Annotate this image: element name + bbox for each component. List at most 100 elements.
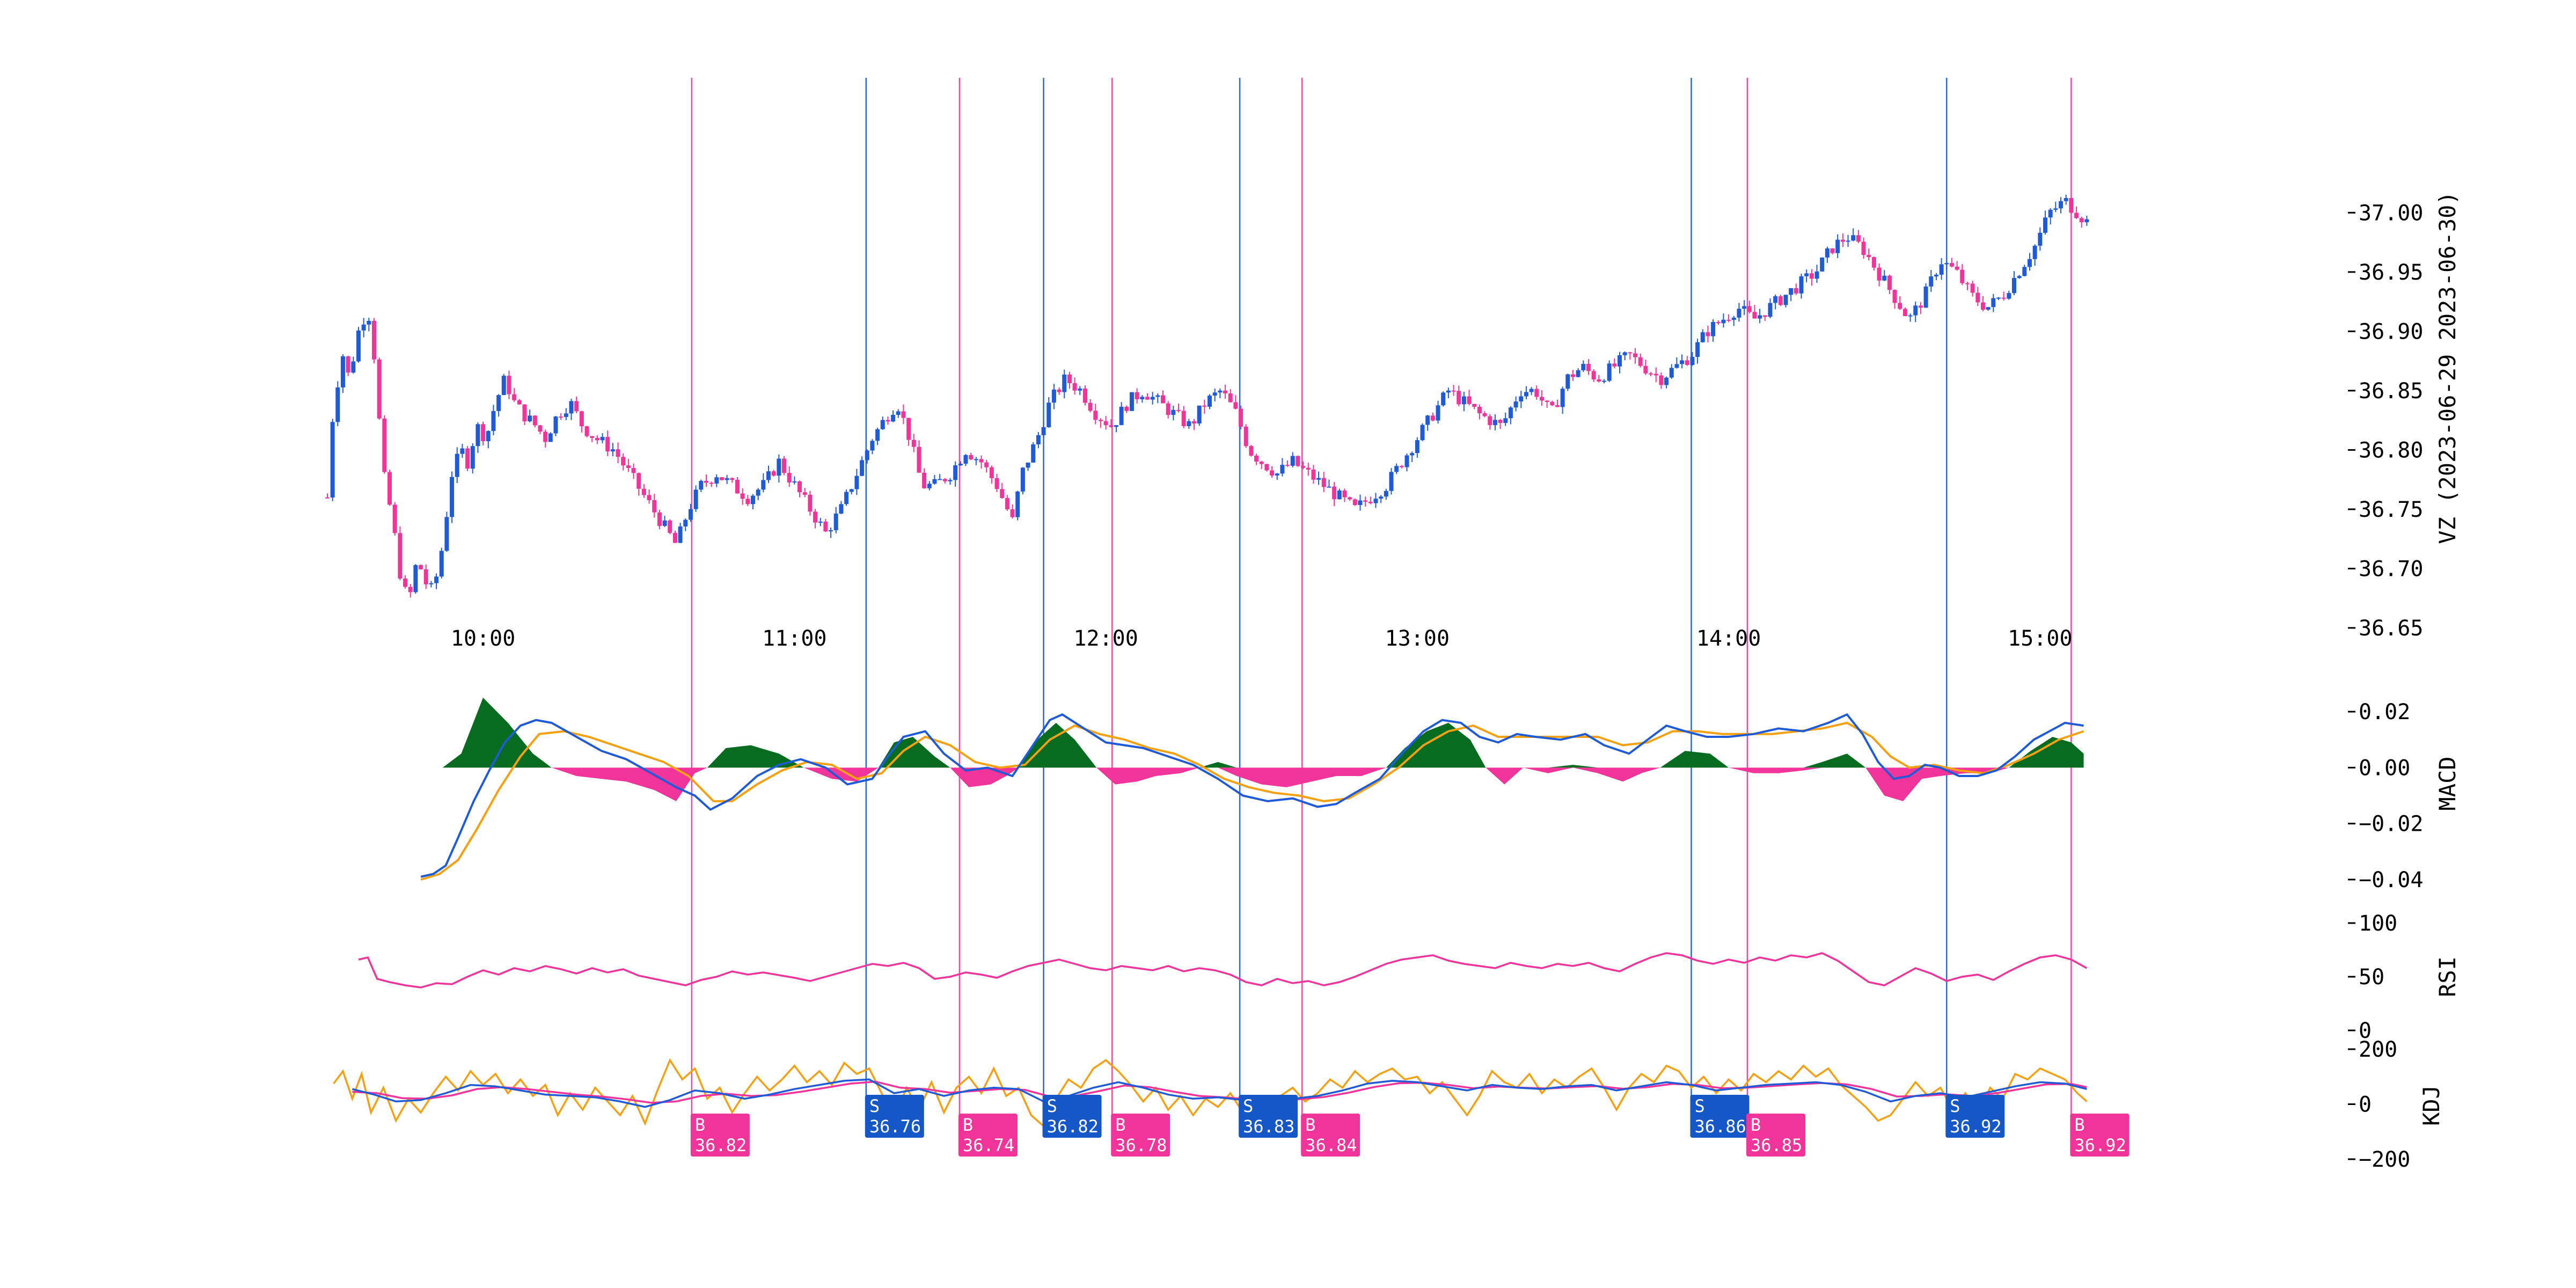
candle-down xyxy=(1249,446,1254,456)
candle-down xyxy=(2001,297,2006,299)
candle-down xyxy=(1918,305,1923,308)
candle-down xyxy=(1000,489,1005,498)
candle-down xyxy=(1352,499,1357,505)
signal-badge-box xyxy=(865,1095,924,1138)
candle-down xyxy=(1342,491,1347,497)
candle-down xyxy=(1223,390,1228,394)
price-axis-tick-label: 36.95 xyxy=(2359,260,2423,285)
candle-down xyxy=(1498,420,1503,423)
candle-up xyxy=(1373,499,1378,503)
candle-up xyxy=(1622,352,1627,355)
candle-up xyxy=(839,504,844,514)
candle-up xyxy=(335,387,340,422)
candle-down xyxy=(1233,402,1238,409)
candle-up xyxy=(1835,239,1840,253)
candle-up xyxy=(1404,455,1409,467)
rsi-axis-tick-label: 0 xyxy=(2359,1019,2372,1043)
signal-badge-box xyxy=(1746,1114,1805,1157)
candle-down xyxy=(1239,408,1243,427)
candle-up xyxy=(1508,407,1513,419)
candle-down xyxy=(1098,420,1103,421)
candle-up xyxy=(1187,421,1191,426)
candle-up xyxy=(1991,298,1996,308)
candle-down xyxy=(1311,469,1316,480)
candle-down xyxy=(595,437,599,441)
candle-down xyxy=(1270,470,1275,476)
candle-up xyxy=(854,475,859,489)
candle-down xyxy=(2074,213,2079,218)
candle-up xyxy=(1026,462,1030,468)
candle-down xyxy=(802,492,807,495)
candle-down xyxy=(1965,283,1970,284)
candle-down xyxy=(481,424,486,442)
candle-up xyxy=(1929,276,1934,287)
candle-up xyxy=(1882,275,1887,281)
candle-up xyxy=(1700,332,1705,342)
price-panel: 37.00 36.95 36.90 36.85 36.80 36.75 36.70 36.65 xyxy=(325,194,2423,641)
candle-down xyxy=(621,457,626,466)
candle-up xyxy=(1524,392,1528,397)
candle-up xyxy=(927,484,932,488)
candle-up xyxy=(849,489,854,492)
signal-type-label: B xyxy=(963,1115,973,1135)
candle-up xyxy=(1425,415,1430,425)
candle-up xyxy=(1129,392,1134,411)
candle-down xyxy=(1867,254,1871,258)
candle-up xyxy=(1337,491,1342,500)
candle-up xyxy=(1327,486,1331,488)
candle-up xyxy=(361,324,366,331)
signal-badge-box xyxy=(1945,1095,2005,1138)
candle-up xyxy=(1041,427,1046,435)
candle-up xyxy=(1358,500,1363,505)
candle-down xyxy=(709,482,714,484)
candle-up xyxy=(450,477,455,517)
candle-up xyxy=(341,356,346,387)
candle-up xyxy=(1015,491,1020,517)
rsi-axis-tick-label: 100 xyxy=(2359,911,2397,936)
candle-down xyxy=(1472,404,1477,407)
candle-up xyxy=(1379,496,1384,499)
time-tick-label: 12:00 xyxy=(1073,626,1138,651)
candle-down xyxy=(507,376,511,394)
candle-down xyxy=(382,418,387,472)
candle-up xyxy=(1046,402,1051,427)
signal-price-label: 36.92 xyxy=(1950,1116,2001,1137)
candle-down xyxy=(989,467,994,478)
candle-up xyxy=(1275,473,1279,476)
candle-down xyxy=(1861,241,1866,255)
candle-up xyxy=(1721,319,1726,324)
candle-up xyxy=(1031,444,1036,463)
candle-down xyxy=(377,359,382,419)
signal-type-label: B xyxy=(1115,1115,1125,1135)
candle-down xyxy=(1643,365,1648,374)
candle-up xyxy=(564,413,568,417)
buy-signal-badge: B36.85 xyxy=(1746,1114,1805,1157)
candle-up xyxy=(2032,245,2037,259)
candle-up xyxy=(891,414,896,422)
sell-signal-badge: S36.86 xyxy=(1690,1095,1750,1138)
candle-down xyxy=(672,532,677,543)
signal-price-label: 36.82 xyxy=(1047,1116,1099,1137)
signal-badge-box xyxy=(1042,1095,1102,1138)
candle-up xyxy=(756,489,760,496)
candle-up xyxy=(688,509,693,520)
candle-up xyxy=(2063,198,2068,201)
candle-down xyxy=(398,533,402,579)
candle-down xyxy=(1192,421,1197,424)
candle-up xyxy=(714,477,719,484)
candle-down xyxy=(1202,405,1207,407)
candle-down xyxy=(641,488,646,495)
signal-type-label: S xyxy=(1950,1096,1960,1116)
candle-down xyxy=(1960,269,1965,283)
candle-up xyxy=(1986,307,1990,310)
candle-up xyxy=(880,420,885,429)
candle-down xyxy=(408,587,413,592)
candle-down xyxy=(1010,509,1015,517)
candle-down xyxy=(403,578,408,587)
candle-up xyxy=(1731,317,1736,320)
candle-down xyxy=(1809,273,1814,279)
macd-axis-tick-label: −0.02 xyxy=(2359,812,2423,837)
candle-down xyxy=(2069,198,2074,213)
candle-up xyxy=(528,415,532,422)
